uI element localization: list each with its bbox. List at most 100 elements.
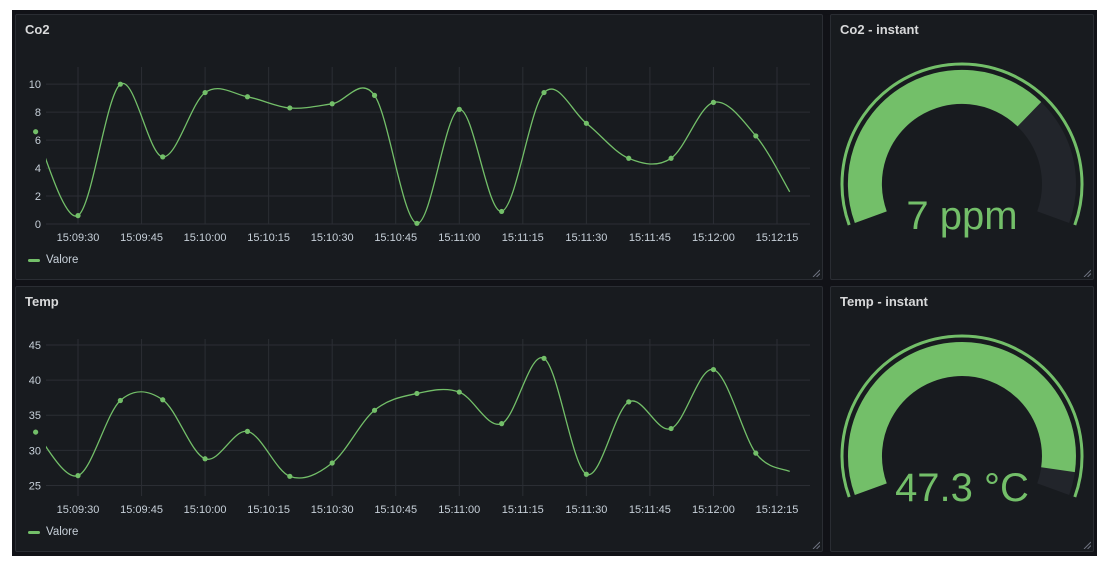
co2-data-point [244, 94, 251, 100]
temp-chart[interactable]: 25 30 35 40 45 15:09:30 15:09:45 15:10:00 15:10:… [16, 287, 822, 551]
temp-y-tick-label: 25 [29, 480, 41, 492]
temp-gauge: 47.3 °C [840, 334, 1084, 510]
temp-x-tick-label: 15:12:15 [756, 504, 799, 516]
resize-handle-icon[interactable] [812, 541, 820, 549]
temp-x-tick-label: 15:09:30 [57, 504, 100, 516]
co2-data-point [75, 213, 81, 219]
dashboard: Co2 0 2 4 6 8 10 15:09:30 15:09:45 15:10:00 15:10… [12, 10, 1097, 556]
co2-gauge: 7 ppm [840, 62, 1084, 238]
co2-y-tick-label: 10 [29, 79, 41, 91]
temp-x-tick-label: 15:11:00 [438, 504, 480, 516]
co2-y-tick-label: 4 [35, 163, 41, 175]
co2-data-point [626, 155, 632, 161]
co2-series-line [46, 83, 791, 224]
temp-data-point [329, 460, 335, 466]
temp-x-tick-label: 15:11:30 [565, 504, 607, 516]
temp-x-tick-label: 15:10:30 [311, 504, 354, 516]
temp-x-tick-label: 15:11:45 [629, 504, 671, 516]
temp-data-point [371, 407, 378, 413]
temp-data-point [710, 366, 717, 373]
co2-data-point [202, 89, 208, 96]
temp-data-point [456, 389, 462, 395]
temp-data-point [244, 428, 251, 434]
co2-data-point [499, 208, 505, 215]
co2-panel-title[interactable]: Co2 [25, 22, 50, 37]
co2-x-tick-label: 15:11:15 [502, 232, 544, 244]
co2-data-point [371, 92, 378, 98]
co2-x-tick-label: 15:11:00 [438, 232, 480, 244]
co2-legend[interactable]: Valore [28, 254, 78, 266]
co2-data-point [541, 89, 547, 96]
co2-panel[interactable]: Co2 0 2 4 6 8 10 15:09:30 15:09:45 15:10:00 15:10… [15, 14, 823, 280]
temp-x-tick-label: 15:09:45 [120, 504, 163, 516]
temp-data-point [160, 397, 166, 403]
co2-data-point [414, 220, 420, 226]
co2-x-tick-label: 15:10:45 [374, 232, 417, 244]
co2-x-tick-label: 15:12:15 [756, 232, 799, 244]
co2-x-tick-label: 15:12:00 [692, 232, 735, 244]
temp-y-tick-label: 40 [29, 375, 41, 387]
temp-x-tick-label: 15:11:15 [502, 504, 544, 516]
temp-data-point [668, 425, 674, 432]
co2-x-tick-label: 15:10:00 [184, 232, 227, 244]
co2-chart[interactable]: 0 2 4 6 8 10 15:09:30 15:09:45 15:10:00 15:10:15 1… [16, 15, 822, 279]
temp-y-tick-label: 45 [29, 340, 41, 352]
temp-instant-title[interactable]: Temp - instant [840, 294, 928, 309]
temp-data-point [499, 421, 505, 427]
temp-gauge-value-arc [847, 342, 1076, 495]
co2-data-point [583, 120, 589, 126]
temp-data-point [33, 429, 39, 435]
temp-data-point [541, 355, 547, 361]
co2-data-point [710, 99, 717, 105]
temp-panel-title[interactable]: Temp [25, 294, 59, 309]
co2-data-point [33, 129, 39, 135]
temp-data-point [753, 450, 759, 456]
co2-x-tick-label: 15:09:30 [57, 232, 100, 244]
temp-legend[interactable]: Valore [28, 526, 78, 538]
legend-line-icon [28, 258, 40, 262]
temp-y-tick-label: 30 [29, 445, 41, 457]
co2-y-tick-label: 0 [35, 219, 41, 231]
co2-threshold-arc [840, 62, 1084, 226]
co2-data-point [668, 155, 674, 161]
temp-data-point [583, 471, 589, 477]
temp-instant-panel[interactable]: Temp - instant 47.3 °C [830, 286, 1094, 552]
co2-data-point [287, 105, 293, 111]
temp-y-tick-label: 35 [29, 410, 41, 422]
co2-x-tick-label: 15:11:30 [565, 232, 607, 244]
temp-data-point [287, 473, 293, 479]
temp-data-point [75, 473, 81, 479]
temp-data-point [414, 390, 420, 397]
co2-data-point [753, 133, 759, 139]
co2-x-tick-label: 15:09:45 [120, 232, 163, 244]
co2-y-tick-label: 6 [35, 135, 41, 147]
temp-x-tick-label: 15:12:00 [692, 504, 735, 516]
co2-y-tick-label: 2 [35, 191, 41, 203]
temp-x-tick-label: 15:10:15 [247, 504, 290, 516]
temp-x-tick-label: 15:10:45 [374, 504, 417, 516]
resize-handle-icon[interactable] [1083, 269, 1091, 277]
co2-data-point [456, 106, 462, 112]
co2-x-tick-label: 15:11:45 [629, 232, 671, 244]
legend-line-icon [28, 530, 40, 534]
co2-instant-panel[interactable]: Co2 - instant 7 ppm [830, 14, 1094, 280]
temp-threshold-arc [840, 334, 1084, 498]
temp-grid [46, 339, 810, 496]
temp-data-point [202, 456, 208, 462]
resize-handle-icon[interactable] [812, 269, 820, 277]
temp-panel[interactable]: Temp 25 30 35 40 45 15:09:30 15:09:45 15:10:00 1… [15, 286, 823, 552]
co2-x-tick-label: 15:10:15 [247, 232, 290, 244]
temp-gauge-value-text: 47.3 °C [895, 466, 1029, 510]
resize-handle-icon[interactable] [1083, 541, 1091, 549]
temp-data-point [626, 399, 632, 405]
co2-gauge-value-arc [847, 69, 1042, 224]
co2-grid [46, 67, 810, 225]
co2-x-tick-label: 15:10:30 [311, 232, 354, 244]
co2-instant-title[interactable]: Co2 - instant [840, 22, 919, 37]
co2-data-point [329, 101, 335, 107]
co2-gauge-value-text: 7 ppm [906, 194, 1017, 238]
temp-series-line [46, 357, 791, 479]
co2-y-tick-label: 8 [35, 107, 41, 119]
temp-x-tick-label: 15:10:00 [184, 504, 227, 516]
co2-data-point [117, 81, 123, 87]
